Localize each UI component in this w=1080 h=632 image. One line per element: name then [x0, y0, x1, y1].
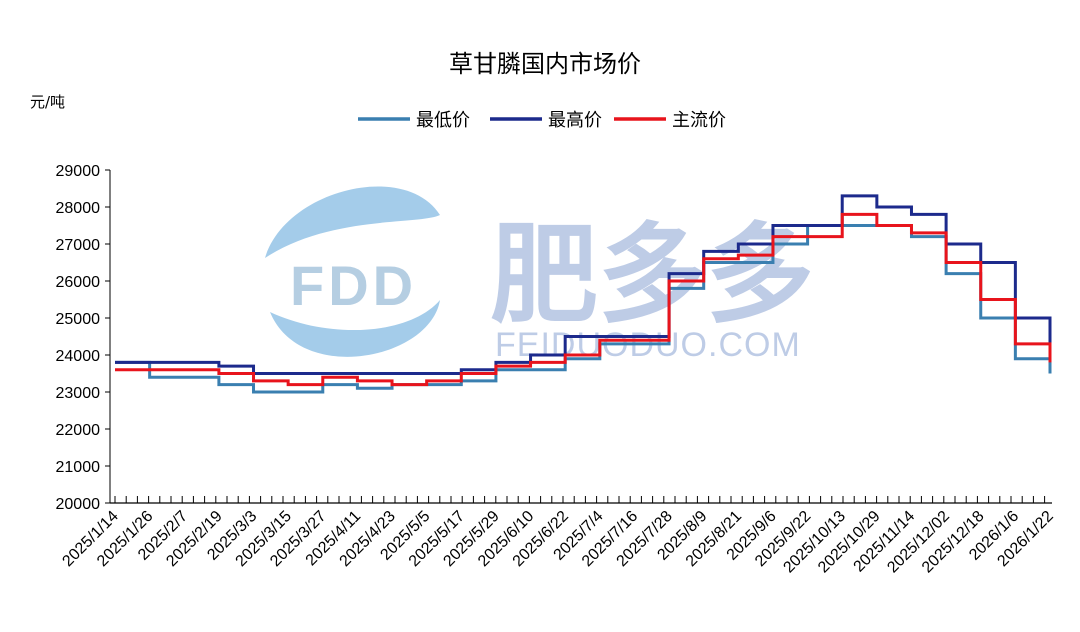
x-tick-labels: 2025/1/142025/1/262025/2/72025/2/192025/… — [59, 508, 1056, 577]
y-axis-unit-label: 元/吨 — [30, 93, 65, 111]
y-tick-label: 21000 — [56, 459, 101, 476]
watermark-logo-icon — [265, 186, 440, 258]
y-tick-label: 27000 — [56, 237, 101, 254]
watermark-brand-text: 肥多多 — [490, 213, 814, 338]
y-tick-label: 22000 — [56, 422, 101, 439]
watermark: FDD 肥多多 FEIDUODUO.COM — [265, 186, 814, 364]
y-tick-label: 20000 — [56, 496, 101, 513]
y-tick-label: 26000 — [56, 274, 101, 291]
watermark-logo-text: FDD — [290, 254, 417, 317]
legend-label-main: 主流价 — [672, 110, 726, 131]
y-tick-label: 29000 — [56, 163, 101, 180]
chart-title: 草甘膦国内市场价 — [449, 50, 641, 78]
legend-label-min: 最低价 — [416, 110, 470, 131]
y-ticks: 20000 21000 22000 23000 24000 25000 26000 27000… — [56, 163, 110, 513]
y-tick-label: 23000 — [56, 385, 101, 402]
y-tick-label: 24000 — [56, 348, 101, 365]
legend: 最低价 最高价 主流价 — [358, 110, 726, 131]
series-lines — [115, 194, 1052, 394]
watermark-logo-swoosh-icon — [270, 300, 440, 357]
legend-label-max: 最高价 — [548, 110, 602, 131]
y-tick-label: 28000 — [56, 200, 101, 217]
series-line-min — [115, 224, 1052, 394]
x-minor-ticks — [114, 496, 1046, 503]
y-tick-label: 25000 — [56, 311, 101, 328]
series-line-main — [115, 212, 1052, 387]
